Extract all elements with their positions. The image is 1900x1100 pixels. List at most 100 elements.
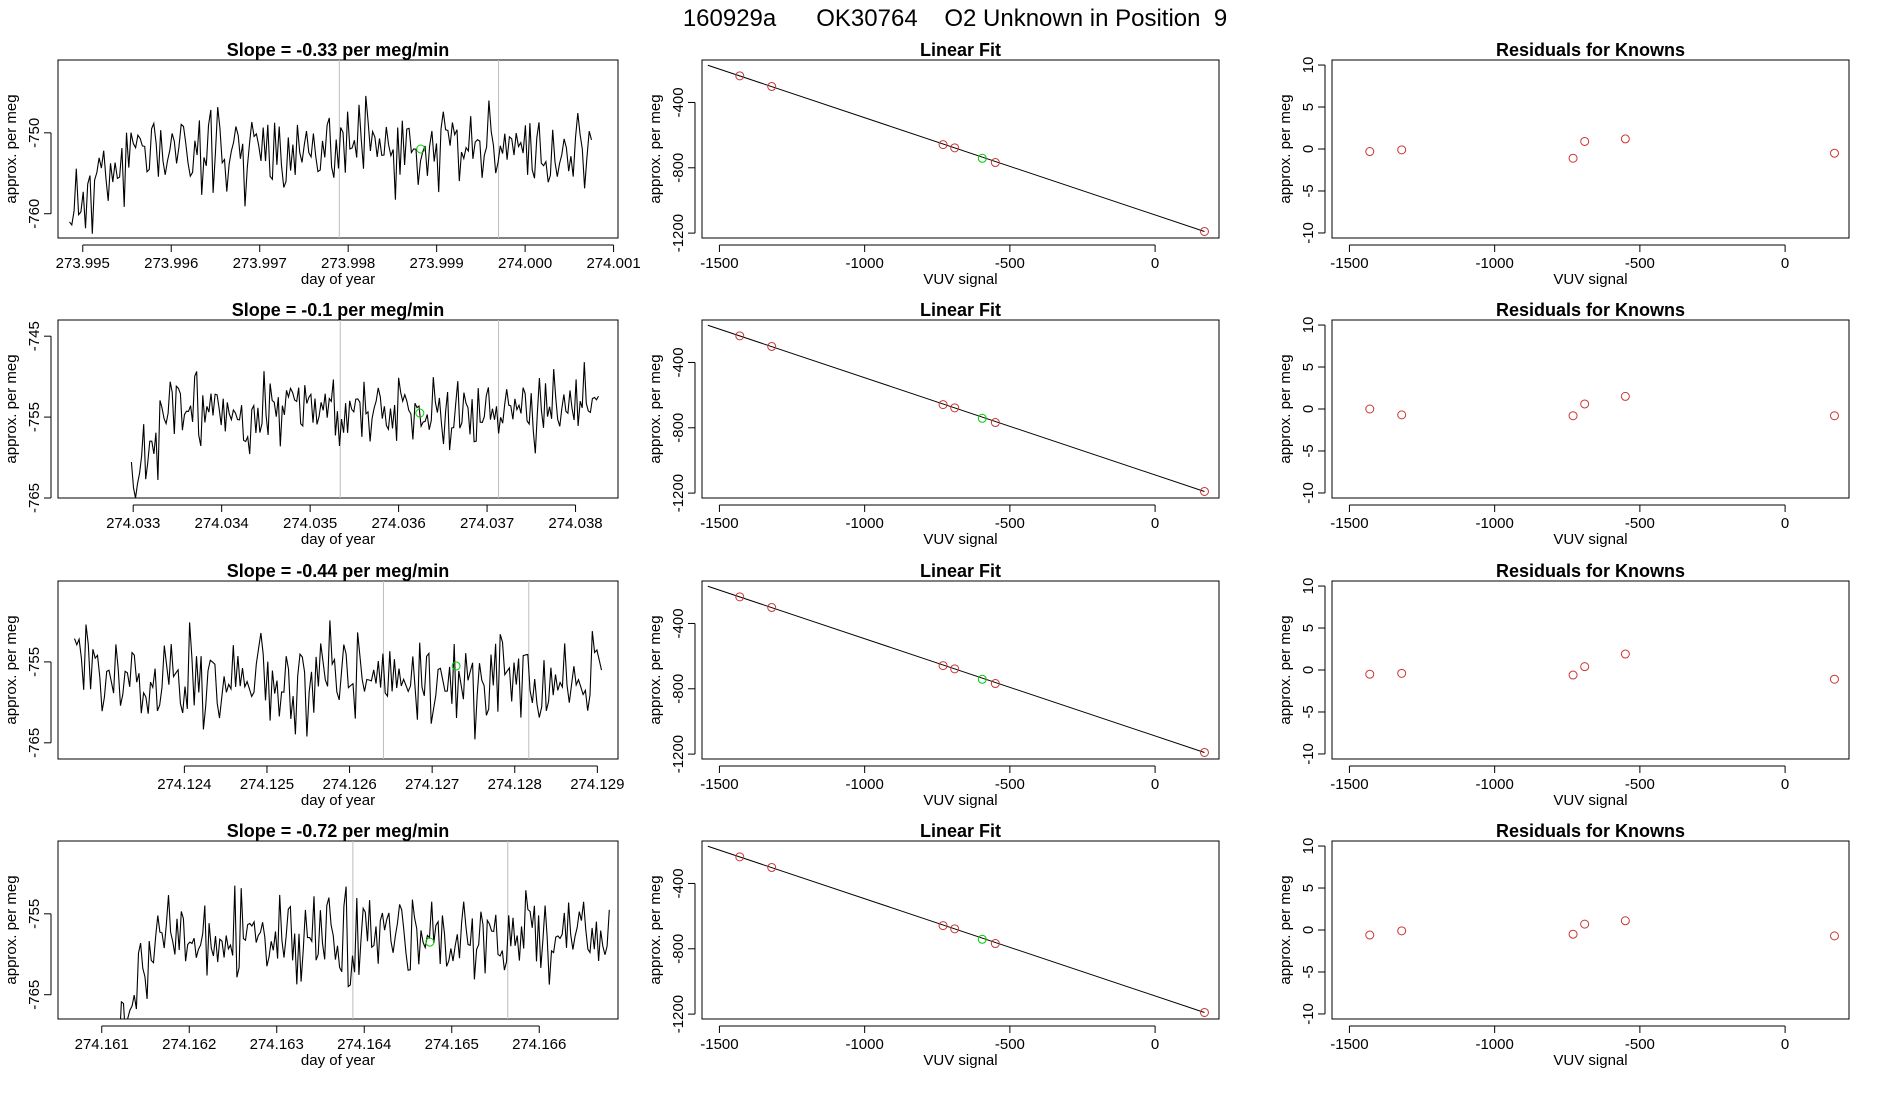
fit-panel-0-x-tick-label: 0 [1151, 255, 1159, 272]
fit-panel-3-fit-line [707, 845, 1205, 1013]
time-panel-2-y-tick-label: -755 [26, 647, 43, 677]
resid-panel-0-y-tick-label: 0 [1300, 145, 1317, 153]
resid-panel-3-frame [1331, 840, 1850, 1020]
fit-panel-0-x-label: VUV signal [923, 271, 997, 288]
time-panel-3-unknown-marker [425, 937, 435, 947]
fit-panel-1-title: Linear Fit [920, 300, 1001, 320]
fit-panel-2-x-tick-label: -1500 [700, 776, 738, 793]
resid-panel-1-y-tick-label: 10 [1300, 317, 1317, 334]
fit-panel-3-known-point [950, 924, 960, 934]
time-panel-0-y-tick-label: -750 [26, 118, 43, 148]
fit-panel-3-x-tick-label: -1500 [700, 1036, 738, 1053]
time-panel-0-x-tick-label: 274.001 [586, 255, 640, 272]
fit-panel-1-x-label: VUV signal [923, 531, 997, 548]
resid-panel-2-y-tick-label: 5 [1300, 624, 1317, 632]
time-panel-3-y-tick-label: -765 [26, 980, 43, 1010]
fit-panel-2-frame [701, 580, 1220, 760]
resid-panel-3-y-label: approx. per meg [1277, 875, 1294, 984]
fit-panel-3-y-label: approx. per meg [647, 875, 664, 984]
resid-panel-1-x-tick-label: 0 [1781, 515, 1789, 532]
fit-panel-2-x-tick-label: -500 [995, 776, 1025, 793]
fit-panel-1-frame [701, 319, 1220, 499]
resid-panel-0-residual-point [1397, 145, 1407, 155]
time-panel-1-title: Slope = -0.1 per meg/min [232, 300, 445, 320]
fit-panel-3-unknown-point [977, 934, 987, 944]
fit-panel-3-frame [701, 840, 1220, 1020]
time-panel-2-y-tick-label: -765 [26, 728, 43, 758]
fit-panel-2-known-point [1199, 747, 1209, 757]
fit-panel-3-y-tick-label: -1200 [670, 995, 687, 1033]
fit-panel-3-x-tick-label: -1000 [845, 1036, 883, 1053]
resid-panel-1-x-tick-label: -1500 [1330, 515, 1368, 532]
residuals-panel: Residuals for Knowns -1500 -1000 -500 0 VUV s… [1277, 40, 1850, 288]
fit-panel-2-known-point [767, 602, 777, 612]
fit-panel-0-x-tick-label: -1000 [845, 255, 883, 272]
linear-fit-panel: Linear Fit -1500 -1000 -500 0 VUV signal -1200… [647, 561, 1220, 809]
resid-panel-1-frame [1331, 319, 1850, 499]
time-panel-3-x-tick-label: 274.165 [425, 1036, 479, 1053]
fit-panel-1-known-point [990, 418, 1000, 428]
resid-panel-3-residual-point [1397, 926, 1407, 936]
resid-panel-2-title: Residuals for Knowns [1496, 561, 1685, 581]
resid-panel-2-y-tick-label: -10 [1300, 743, 1317, 765]
fit-panel-2-unknown-point [977, 674, 987, 684]
time-panel-0-y-tick-label: -760 [26, 199, 43, 229]
time-panel-3-x-tick-label: 274.161 [75, 1036, 129, 1053]
resid-panel-2-x-tick-label: 0 [1781, 776, 1789, 793]
resid-panel-2-residual-point [1568, 670, 1578, 680]
resid-panel-3-x-tick-label: -1000 [1475, 1036, 1513, 1053]
fit-panel-0-y-tick-label: -800 [670, 153, 687, 183]
time-series-panel: Slope = -0.44 per meg/min 274.124 274.125 2… [3, 561, 624, 809]
resid-panel-0-residual-point [1620, 134, 1630, 144]
fit-panel-1-y-tick-label: -1200 [670, 474, 687, 512]
fit-panel-0-y-tick-label: -1200 [670, 214, 687, 252]
resid-panel-1-residual-point [1397, 410, 1407, 420]
resid-panel-2-x-label: VUV signal [1553, 792, 1627, 809]
fit-panel-3-known-point [1199, 1007, 1209, 1017]
fit-panel-2-y-label: approx. per meg [647, 615, 664, 724]
resid-panel-3-title: Residuals for Knowns [1496, 821, 1685, 841]
fit-panel-2-x-tick-label: 0 [1151, 776, 1159, 793]
resid-panel-2-x-tick-label: -1000 [1475, 776, 1513, 793]
resid-panel-3-x-tick-label: -1500 [1330, 1036, 1368, 1053]
row-2: Slope = -0.44 per meg/min 274.124 274.125 2… [3, 561, 1850, 809]
linear-fit-panel: Linear Fit -1500 -1000 -500 0 VUV signal -1200… [647, 40, 1220, 288]
resid-panel-3-residual-point [1620, 916, 1630, 926]
time-panel-3-x-tick-label: 274.163 [250, 1036, 304, 1053]
resid-panel-1-x-label: VUV signal [1553, 531, 1627, 548]
resid-panel-3-x-label: VUV signal [1553, 1052, 1627, 1069]
resid-panel-0-x-tick-label: -1500 [1330, 255, 1368, 272]
resid-panel-0-x-tick-label: -1000 [1475, 255, 1513, 272]
fit-panel-2-y-tick-label: -800 [670, 674, 687, 704]
time-panel-0-x-tick-label: 273.998 [321, 255, 375, 272]
fit-panel-2-known-point [938, 661, 948, 671]
linear-fit-panel: Linear Fit -1500 -1000 -500 0 VUV signal -1200… [647, 300, 1220, 548]
resid-panel-1-x-tick-label: -1000 [1475, 515, 1513, 532]
time-panel-3-x-tick-label: 274.162 [162, 1036, 216, 1053]
resid-panel-3-y-tick-label: -10 [1300, 1003, 1317, 1025]
panels-grid: Slope = -0.33 per meg/min 273.995 273.996 2… [3, 40, 1850, 1069]
fit-panel-1-y-tick-label: -800 [670, 413, 687, 443]
row-1: Slope = -0.1 per meg/min 274.033 274.034 27… [3, 300, 1850, 548]
time-panel-1-series-line [130, 362, 599, 498]
time-panel-2-x-tick-label: 274.125 [240, 776, 294, 793]
time-panel-2-frame [57, 580, 619, 760]
time-panel-2-x-tick-label: 274.129 [570, 776, 624, 793]
fit-panel-2-x-tick-label: -1000 [845, 776, 883, 793]
fit-panel-0-y-tick-label: -400 [670, 87, 687, 117]
fit-panel-2-known-point [950, 664, 960, 674]
fit-panel-1-x-tick-label: -1500 [700, 515, 738, 532]
fit-panel-1-y-tick-label: -400 [670, 347, 687, 377]
resid-panel-0-y-tick-label: 5 [1300, 103, 1317, 111]
time-panel-2-unknown-marker [451, 661, 461, 671]
fit-panel-2-x-label: VUV signal [923, 792, 997, 809]
fit-panel-1-known-point [950, 403, 960, 413]
resid-panel-0-residual-point [1365, 147, 1375, 157]
fit-panel-1-fit-line [707, 324, 1205, 492]
fit-panel-0-known-point [767, 81, 777, 91]
residuals-panel: Residuals for Knowns -1500 -1000 -500 0 VUV s… [1277, 300, 1850, 548]
time-panel-1-unknown-marker [415, 408, 425, 418]
row-0: Slope = -0.33 per meg/min 273.995 273.996 2… [3, 40, 1850, 288]
fit-panel-2-fit-line [707, 585, 1205, 753]
time-panel-1-x-tick-label: 274.035 [283, 515, 337, 532]
